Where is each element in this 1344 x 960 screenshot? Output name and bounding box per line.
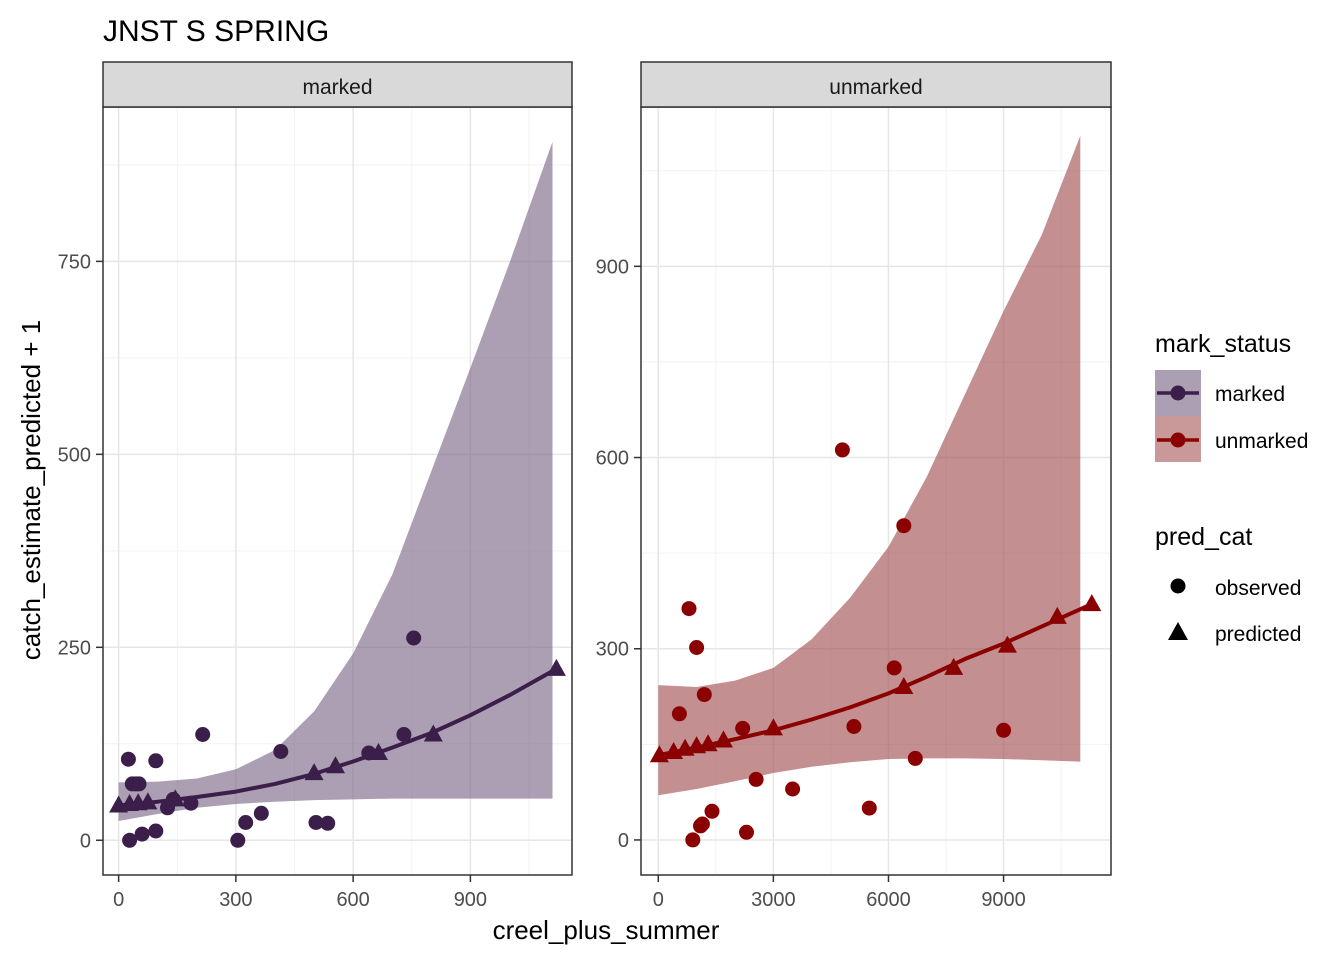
predicted-point xyxy=(138,792,158,810)
legend-label-unmarked: unmarked xyxy=(1215,430,1308,453)
x-tick-label: 3000 xyxy=(751,889,796,911)
observed-point xyxy=(131,776,147,792)
observed-point xyxy=(195,727,211,742)
observed-point xyxy=(134,826,150,842)
observed-point xyxy=(148,753,164,769)
observed-point xyxy=(896,518,912,534)
observed-point xyxy=(907,750,923,766)
y-tick-label: 750 xyxy=(58,251,91,273)
observed-point xyxy=(739,824,754,840)
x-tick-label: 600 xyxy=(336,889,369,911)
predicted-point xyxy=(698,734,718,752)
observed-point xyxy=(696,687,712,703)
y-tick-label: 500 xyxy=(58,444,91,466)
predicted-point xyxy=(1082,594,1102,612)
facet-strip-label: marked xyxy=(302,76,372,99)
legend-title-mark-status: mark_status xyxy=(1155,330,1291,358)
observed-point xyxy=(748,771,764,787)
facet-panel-marked: marked 0 300 600 900 0 250 500 750 xyxy=(58,61,573,911)
legend: mark_status marked unmarked pred_cat obs… xyxy=(1155,330,1308,646)
x-tick-label: 6000 xyxy=(866,889,911,911)
predicted-point xyxy=(326,756,345,774)
confidence-ribbon xyxy=(658,135,1081,796)
observed-point xyxy=(785,781,801,797)
observed-point xyxy=(685,832,701,848)
legend-label-observed: observed xyxy=(1215,577,1301,600)
facet-strip xyxy=(102,61,573,108)
observed-point xyxy=(320,815,336,831)
observed-point xyxy=(704,803,720,819)
y-tick-label: 300 xyxy=(596,639,629,661)
observed-point xyxy=(308,815,324,830)
x-tick-label: 300 xyxy=(219,889,252,911)
predicted-point xyxy=(997,635,1017,653)
y-tick-label: 600 xyxy=(596,448,629,470)
predicted-point xyxy=(369,743,388,760)
predicted-point xyxy=(944,657,964,675)
observed-point xyxy=(230,832,246,848)
observed-point xyxy=(120,751,136,767)
legend-label-marked: marked xyxy=(1215,383,1285,406)
predicted-point xyxy=(714,730,733,748)
x-tick-label: 900 xyxy=(454,889,487,911)
observed-point xyxy=(253,805,269,821)
observed-point xyxy=(122,832,138,848)
predicted-point xyxy=(304,763,324,781)
x-tick-label: 0 xyxy=(113,889,124,911)
predicted-point xyxy=(763,718,783,736)
observed-point xyxy=(671,706,687,722)
observed-point xyxy=(861,800,877,816)
predicted-point xyxy=(894,677,914,694)
observed-point xyxy=(273,744,289,759)
observed-point xyxy=(406,630,422,646)
observed-point xyxy=(694,816,710,832)
confidence-ribbon xyxy=(118,141,553,821)
legend-key-observed-circle xyxy=(1170,578,1186,594)
observed-point xyxy=(834,442,850,458)
chart-title: JNST S SPRING xyxy=(103,15,329,48)
observed-point xyxy=(886,660,902,676)
observed-point xyxy=(148,823,164,839)
observed-point xyxy=(681,601,697,617)
y-axis-label: catch_estimate_predicted + 1 xyxy=(16,320,46,660)
observed-point xyxy=(735,720,751,736)
legend-key-unmarked-point xyxy=(1170,432,1186,448)
predicted-point xyxy=(1047,606,1067,624)
predicted-point xyxy=(423,724,443,742)
facet-panel-unmarked: unmarked 0 3000 6000 9000 0 300 600 900 xyxy=(596,61,1112,911)
observed-point xyxy=(689,640,705,655)
legend-label-predicted: predicted xyxy=(1215,623,1301,646)
x-tick-label: 9000 xyxy=(981,889,1026,911)
y-tick-label: 250 xyxy=(58,637,91,659)
predicted-point xyxy=(165,789,185,807)
y-tick-label: 900 xyxy=(596,256,629,278)
x-tick-label: 0 xyxy=(653,889,664,911)
legend-title-pred-cat: pred_cat xyxy=(1155,523,1252,551)
predicted-point xyxy=(649,745,669,763)
x-axis-label: creel_plus_summer xyxy=(493,915,720,945)
facet-strip xyxy=(640,61,1112,108)
legend-key-marked-point xyxy=(1170,385,1186,401)
observed-point xyxy=(846,719,862,734)
predicted-point xyxy=(546,658,566,676)
observed-point xyxy=(183,795,199,811)
observed-point xyxy=(238,815,254,830)
observed-point xyxy=(996,722,1012,738)
observed-point xyxy=(396,727,412,742)
facet-strip-label: unmarked xyxy=(829,76,922,99)
y-tick-label: 0 xyxy=(618,830,629,852)
y-tick-label: 0 xyxy=(80,830,91,852)
legend-key-predicted-triangle xyxy=(1168,622,1188,640)
